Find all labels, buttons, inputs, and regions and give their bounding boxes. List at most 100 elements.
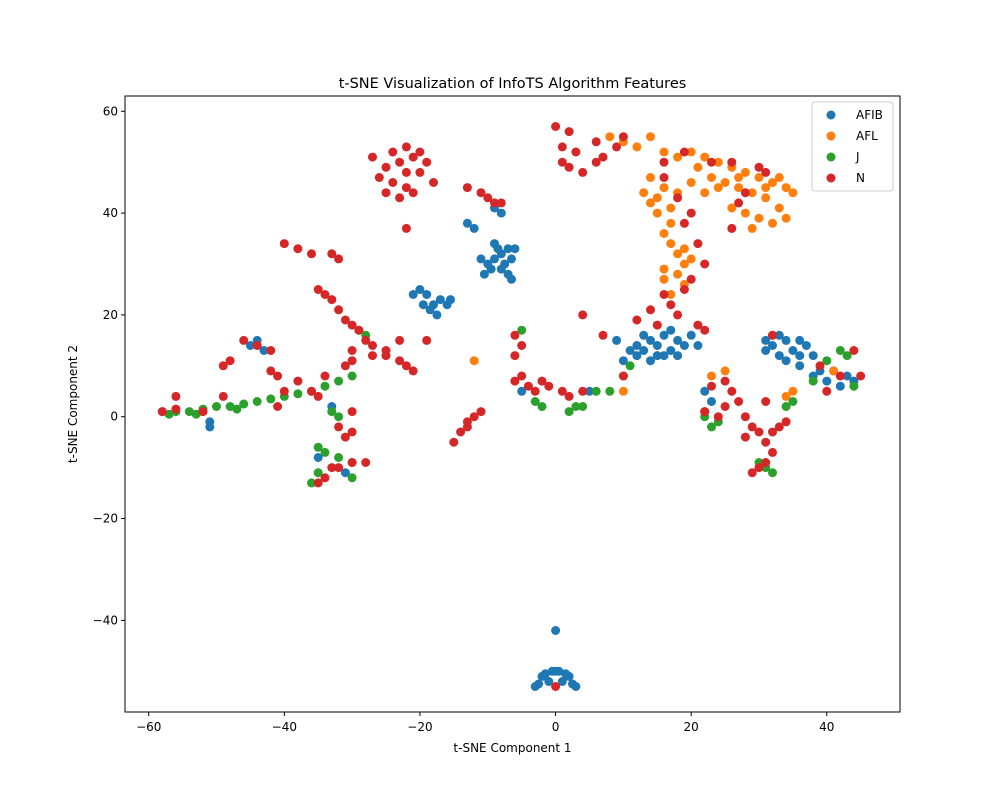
point-n-2 [401,142,411,152]
point-n-71 [456,427,466,437]
point-afib-62 [835,381,845,391]
point-afl-23 [754,213,764,223]
point-n-56 [313,391,323,401]
point-afib-92 [585,386,594,396]
point-j-8 [266,394,276,404]
point-afl-46 [659,264,669,274]
point-afl-39 [666,239,676,249]
point-afib-46 [693,341,703,350]
point-n-91 [564,127,574,137]
point-afib-33 [659,330,669,340]
point-n-90 [551,122,561,131]
point-afl-5 [673,152,683,162]
point-afl-54 [469,356,479,366]
point-afib-16 [435,295,445,305]
point-afl-6 [686,147,696,157]
point-j-49 [835,346,845,355]
point-n-29 [320,290,330,299]
point-afib-52 [788,346,798,355]
point-n-14 [415,147,425,157]
point-n-65 [347,458,357,467]
point-n-44 [395,335,405,345]
point-n-84 [544,381,554,391]
point-afib-95 [707,397,716,406]
point-afib-42 [639,330,649,340]
point-afl-43 [659,274,669,284]
point-n-34 [354,325,364,335]
point-j-34 [578,402,588,411]
point-n-79 [517,371,527,381]
point-afl-52 [713,183,723,193]
point-j-50 [842,351,852,361]
point-n-57 [320,371,330,381]
point-afib-12 [490,239,499,249]
point-afl-30 [639,188,649,198]
point-afib-67 [795,335,805,345]
point-afib-91 [517,386,527,396]
point-n-28 [313,285,323,294]
point-n-24 [293,244,303,254]
point-afl-58 [781,391,791,401]
legend-marker-j [826,152,836,162]
x-tick-label: −20 [407,720,432,734]
point-n-68 [313,478,323,488]
point-n-99 [591,137,601,147]
point-afib-25 [462,218,472,228]
point-n-48 [266,346,276,355]
point-afib-39 [679,341,689,350]
point-afib-50 [774,330,784,340]
point-n-70 [449,437,459,447]
point-afl-34 [666,203,676,213]
point-n-53 [225,356,235,366]
x-axis: −60 −40 −20 0 20 40 [136,712,834,734]
point-n-157 [273,402,283,411]
point-afib-87 [205,422,215,432]
point-n-151 [835,371,845,381]
point-afib-30 [639,346,649,355]
point-j-17 [232,404,242,414]
point-afl-28 [774,173,784,182]
point-n-106 [659,290,669,299]
point-n-54 [218,391,228,401]
point-n-15 [401,167,411,177]
point-afib-2 [503,244,513,254]
point-afib-17 [422,290,432,299]
point-n-16 [429,178,438,187]
point-n-108 [673,310,683,320]
point-n-121 [707,157,716,167]
point-afib-54 [774,351,784,361]
point-n-0 [388,147,398,157]
point-n-1 [395,157,405,167]
point-afib-49 [768,341,777,350]
point-afl-19 [761,193,771,203]
point-n-36 [368,341,377,350]
point-afib-81 [554,666,564,676]
point-n-135 [754,427,764,437]
point-j-21 [334,412,344,422]
point-j-22 [307,478,316,488]
point-n-129 [720,376,730,386]
x-axis-label: t-SNE Component 1 [453,741,571,755]
point-afib-69 [544,677,554,686]
point-j-25 [334,453,344,462]
point-j-4 [212,402,221,411]
point-n-77 [517,341,527,350]
point-n-69 [327,463,337,473]
point-afl-32 [652,193,662,203]
point-afl-3 [646,132,655,142]
point-j-47 [808,376,818,386]
series-afib [205,203,859,691]
x-tick-label: 0 [552,720,560,734]
point-n-80 [510,376,520,386]
point-afl-42 [673,269,683,279]
point-n-32 [340,315,350,325]
point-n-13 [368,152,377,162]
legend-label-j: J [855,150,860,164]
point-afl-0 [605,132,615,142]
point-n-125 [740,188,750,198]
point-n-64 [361,458,371,467]
point-afib-20 [415,285,425,294]
point-n-144 [761,397,771,406]
legend-box [811,101,894,192]
point-n-85 [557,386,567,396]
